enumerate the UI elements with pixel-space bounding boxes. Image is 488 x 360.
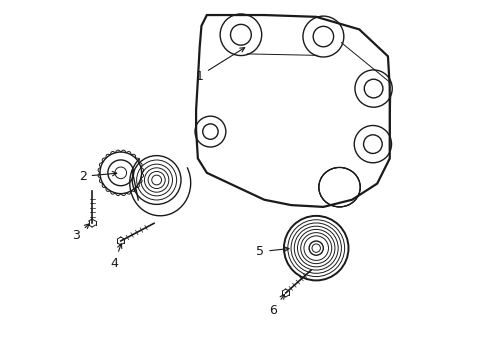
Text: 6: 6 xyxy=(268,294,284,318)
Text: 1: 1 xyxy=(195,48,244,82)
Text: 2: 2 xyxy=(79,170,117,183)
Text: 3: 3 xyxy=(72,224,89,242)
Text: 5: 5 xyxy=(256,245,288,258)
Text: 4: 4 xyxy=(110,244,122,270)
